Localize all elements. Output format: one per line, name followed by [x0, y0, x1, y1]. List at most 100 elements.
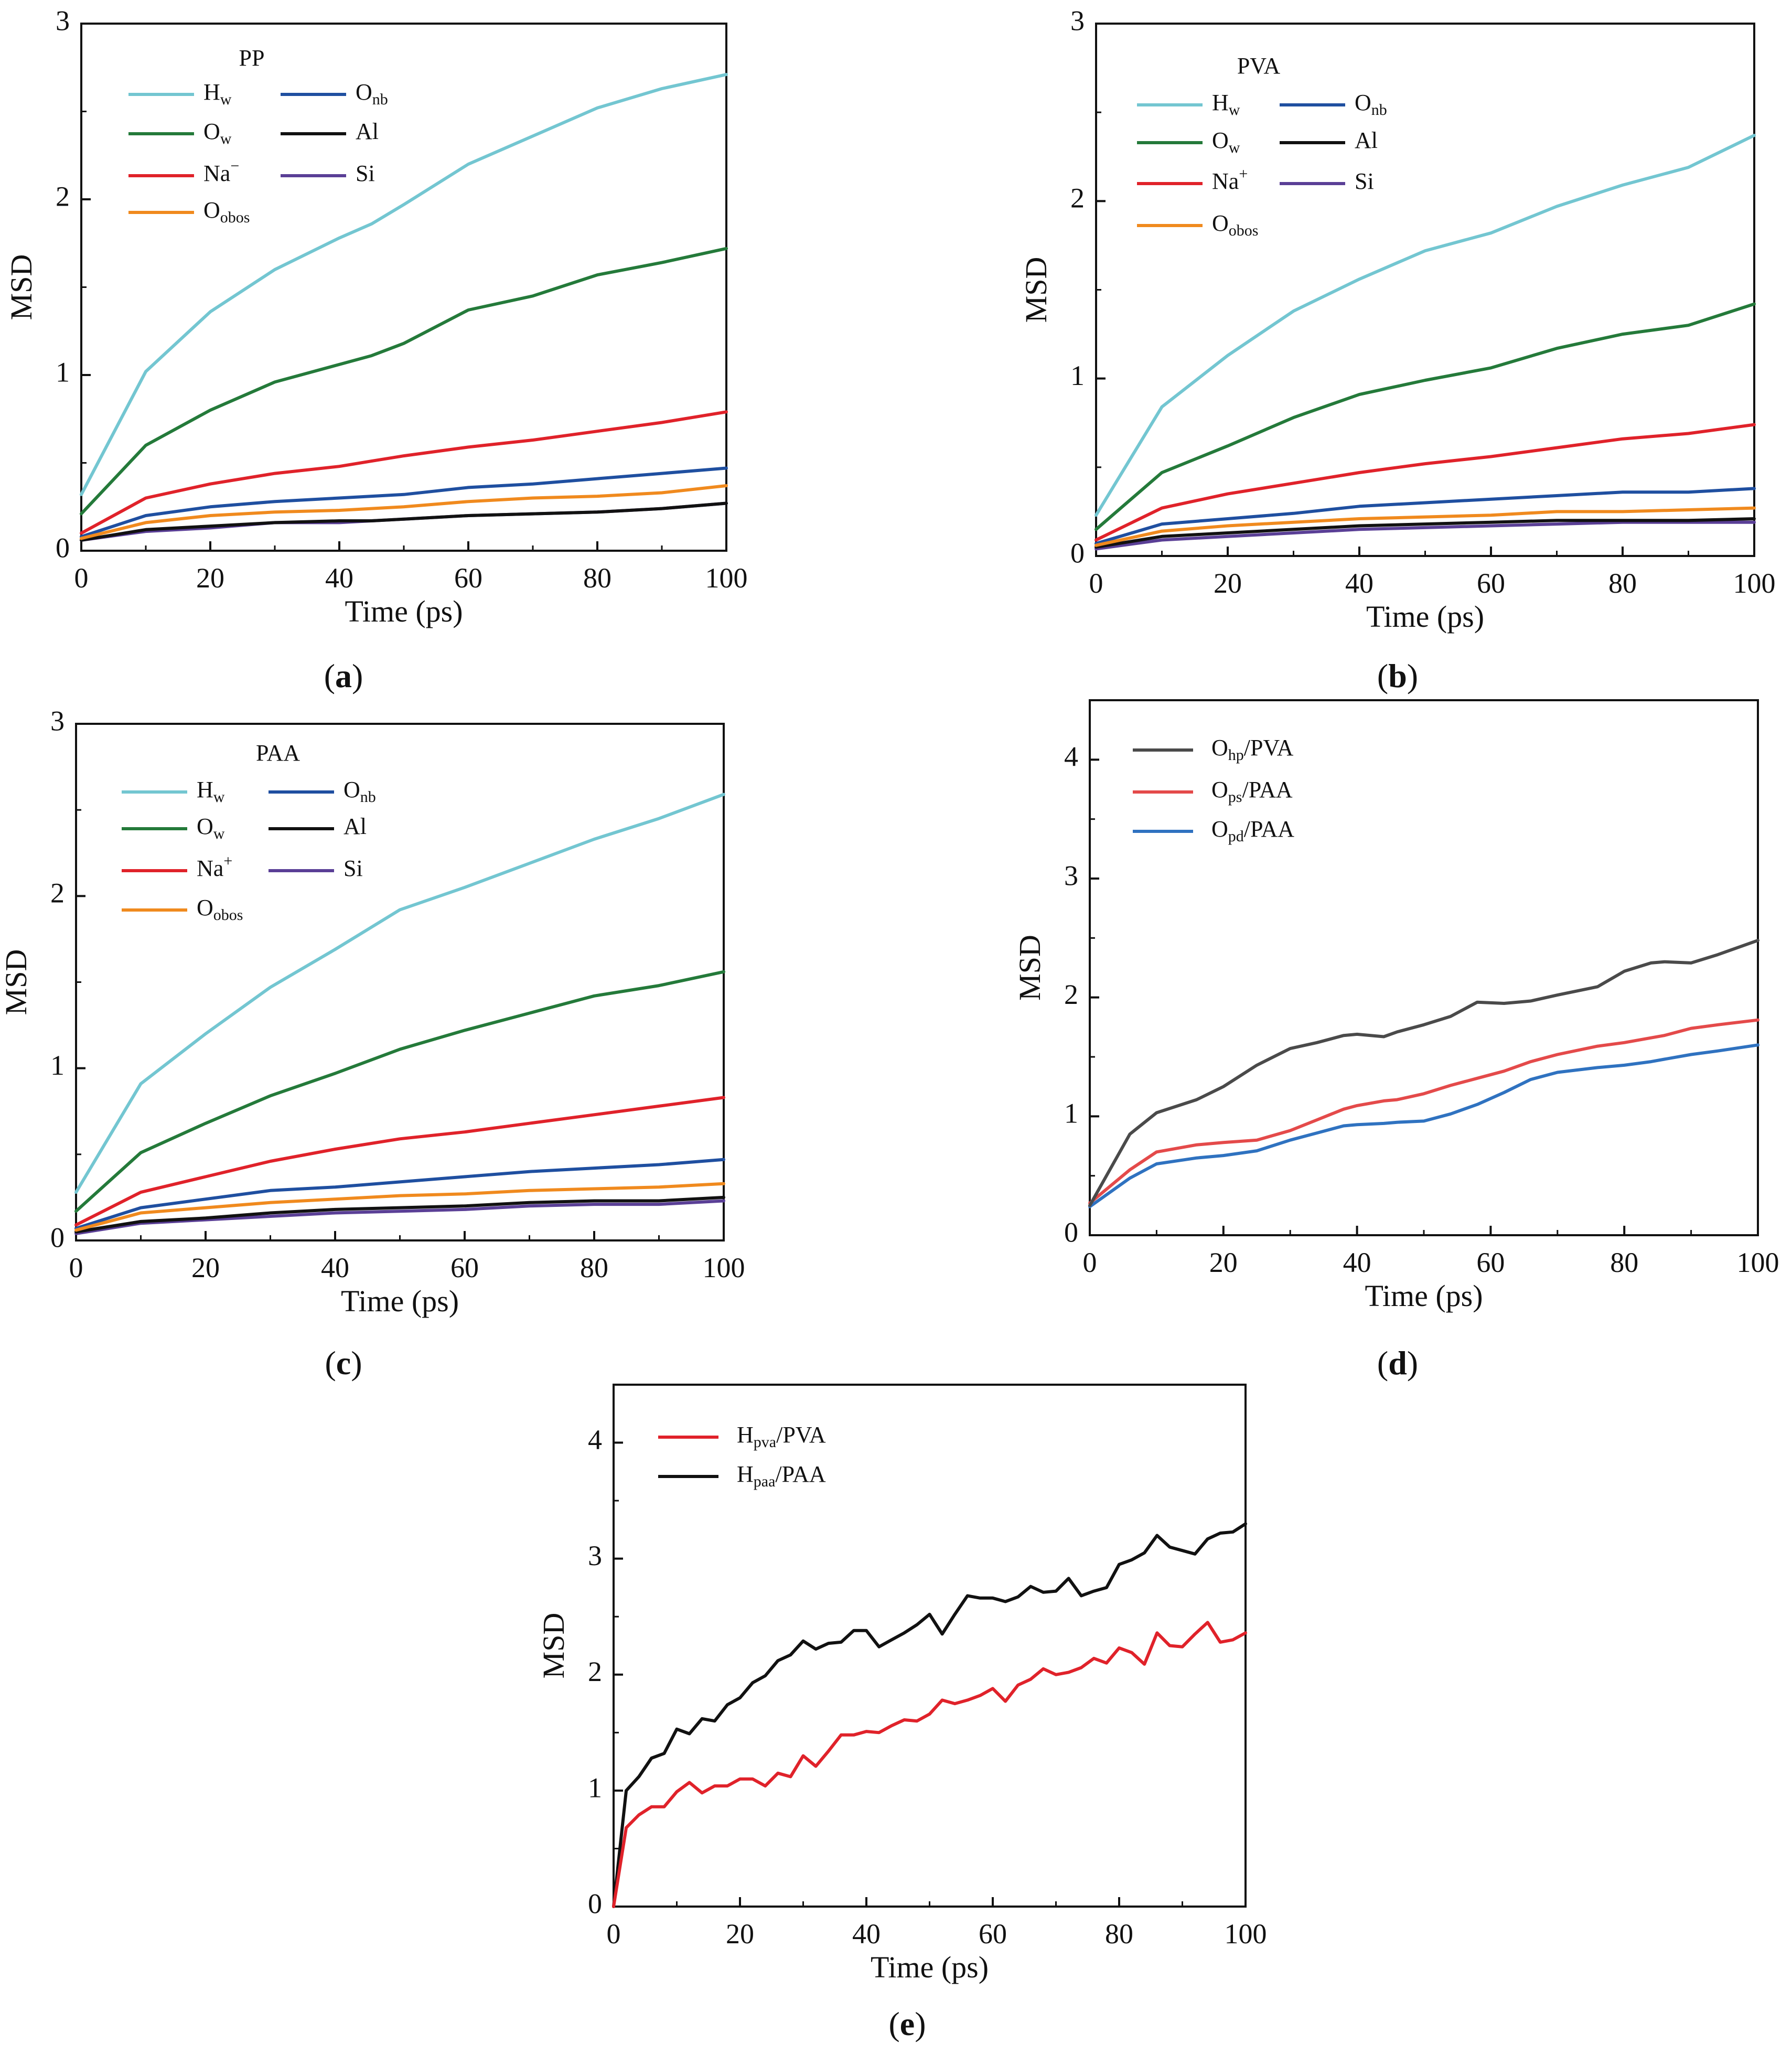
a-legend-label-Al: Al [356, 119, 379, 144]
series-line-d-Ohp [1088, 938, 1759, 1207]
series-line-a-Na [80, 410, 728, 535]
c-legend-label-Ow: Ow [197, 814, 225, 842]
series-line-c-Si [74, 1199, 725, 1235]
x-tick-label-e-2: 40 [852, 1918, 881, 1950]
x-tick-label-d-4: 80 [1610, 1247, 1638, 1278]
legend-title-b: PVA [1237, 53, 1281, 79]
series-line-e-Hpaa [612, 1522, 1247, 1908]
e-legend-label-Hpaa: Hpaa/PAA [737, 1461, 826, 1490]
b-legend-label-Hw: Hw [1212, 90, 1240, 119]
panel-a: 0 20 40 60 80 100 0 1 2 3 Time (ps) MSD PP [4, 5, 748, 628]
series-line-c-Hw [74, 793, 725, 1194]
x-tick-label-d-5: 100 [1737, 1247, 1779, 1278]
series-line-c-Oobos [74, 1182, 725, 1232]
b-legend-label-Ow: Ow [1212, 127, 1240, 156]
x-axis-label-c: Time (ps) [341, 1284, 459, 1318]
panel-label-c: (c) [325, 1344, 362, 1382]
c-legend-label-Si: Si [344, 855, 363, 881]
series-line-e-Hpva [612, 1621, 1247, 1908]
series-line-b-Ow [1094, 302, 1756, 531]
a-legend-label-Hw: Hw [203, 79, 232, 108]
x-tick-label-c-4: 80 [580, 1252, 608, 1283]
x-tick-label-c-2: 40 [321, 1252, 349, 1283]
series-line-b-Hw [1094, 134, 1756, 517]
y-tick-label-a-1: 1 [56, 356, 70, 388]
series-line-a-Onb [80, 466, 728, 539]
d-legend-label-Opd: Opd/PAA [1211, 816, 1294, 845]
a-legend-label-Na: Na− [203, 157, 239, 186]
x-tick-label-e-0: 0 [607, 1918, 621, 1950]
series-line-b-Si [1094, 520, 1756, 551]
x-tick-label-b-3: 60 [1477, 568, 1505, 599]
panel-label-e: (e) [888, 2005, 926, 2042]
y-tick-label-e-2: 2 [588, 1656, 602, 1687]
series-line-a-Hw [80, 73, 728, 496]
series-line-d-Ops [1088, 1018, 1759, 1205]
x-axis-label-e: Time (ps) [871, 1950, 989, 1984]
series-line-d-Opd [1088, 1043, 1759, 1208]
y-tick-label-c-1: 1 [50, 1050, 65, 1081]
x-tick-label-b-0: 0 [1089, 568, 1103, 599]
x-axis-label-b: Time (ps) [1366, 600, 1484, 634]
a-legend-label-Onb: Onb [356, 79, 388, 108]
x-axis-label-a: Time (ps) [345, 594, 463, 628]
x-tick-label-a-1: 20 [196, 562, 224, 594]
e-legend-label-Hpva: Hpva/PVA [737, 1422, 826, 1451]
y-tick-label-d-4: 4 [1064, 741, 1078, 773]
panel-c: 0 20 40 60 80 100 0 1 2 3 Time (ps) MSD PAA [0, 705, 745, 1318]
series-line-b-Na [1094, 423, 1756, 542]
y-tick-label-c-0: 0 [50, 1222, 65, 1253]
series-line-c-Onb [74, 1158, 725, 1230]
c-legend-label-Hw: Hw [197, 777, 225, 806]
y-tick-label-d-2: 2 [1064, 979, 1078, 1010]
panel-d: 0 20 40 60 80 100 0 1 2 3 4 Time (ps) MSD [1013, 699, 1779, 1313]
x-tick-label-d-0: 0 [1083, 1247, 1097, 1278]
a-legend-label-Si: Si [356, 160, 375, 186]
y-axis-label-a: MSD [4, 254, 38, 320]
panel-b: 0 20 40 60 80 100 0 1 2 3 Time (ps) MSD PVA [1019, 5, 1776, 634]
y-tick-label-b-2: 2 [1070, 183, 1085, 214]
c-legend-label-Al: Al [344, 814, 367, 839]
legend-title-c: PAA [256, 740, 300, 766]
plot-frame-c [75, 723, 725, 1241]
series-line-c-Ow [74, 970, 725, 1213]
y-axis-label-e: MSD [536, 1613, 571, 1679]
series-line-b-Al [1094, 517, 1756, 549]
plot-frame-d [1089, 699, 1759, 1236]
x-tick-label-d-3: 60 [1476, 1247, 1505, 1278]
y-tick-label-a-2: 2 [56, 180, 70, 212]
y-tick-label-a-3: 3 [56, 5, 70, 36]
c-legend-label-Na: Na+ [197, 852, 232, 881]
y-tick-label-d-0: 0 [1064, 1216, 1078, 1248]
y-axis-label-b: MSD [1019, 257, 1053, 323]
x-tick-label-c-1: 20 [191, 1252, 220, 1283]
y-tick-label-d-1: 1 [1064, 1098, 1078, 1129]
series-line-a-Oobos [80, 484, 728, 540]
d-legend-label-Ops: Ops/PAA [1211, 777, 1293, 806]
x-tick-label-b-5: 100 [1733, 568, 1776, 599]
y-tick-label-c-3: 3 [50, 705, 65, 736]
series-line-b-Oobos [1094, 506, 1756, 547]
y-tick-label-b-3: 3 [1070, 5, 1085, 36]
y-tick-label-a-0: 0 [56, 532, 70, 563]
x-tick-label-c-3: 60 [450, 1252, 479, 1283]
x-tick-label-a-0: 0 [74, 562, 89, 594]
panel-label-a: (a) [324, 657, 363, 694]
y-tick-label-e-1: 1 [588, 1772, 602, 1803]
d-legend-label-Ohp: Ohp/PVA [1211, 735, 1294, 764]
x-tick-label-a-3: 60 [454, 562, 482, 594]
x-tick-label-a-5: 100 [705, 562, 748, 594]
a-legend-label-Oobos: Oobos [203, 197, 250, 226]
x-tick-label-e-4: 80 [1105, 1918, 1133, 1950]
y-tick-label-d-3: 3 [1064, 860, 1078, 891]
c-legend-label-Oobos: Oobos [197, 895, 243, 924]
x-tick-label-a-2: 40 [325, 562, 353, 594]
panel-label-b: (b) [1377, 657, 1418, 694]
series-line-c-Al [74, 1195, 725, 1234]
y-tick-label-e-3: 3 [588, 1540, 602, 1571]
x-tick-label-b-4: 80 [1608, 568, 1637, 599]
x-tick-label-b-2: 40 [1345, 568, 1373, 599]
x-tick-label-d-2: 40 [1343, 1247, 1371, 1278]
y-tick-label-e-4: 4 [588, 1424, 602, 1455]
